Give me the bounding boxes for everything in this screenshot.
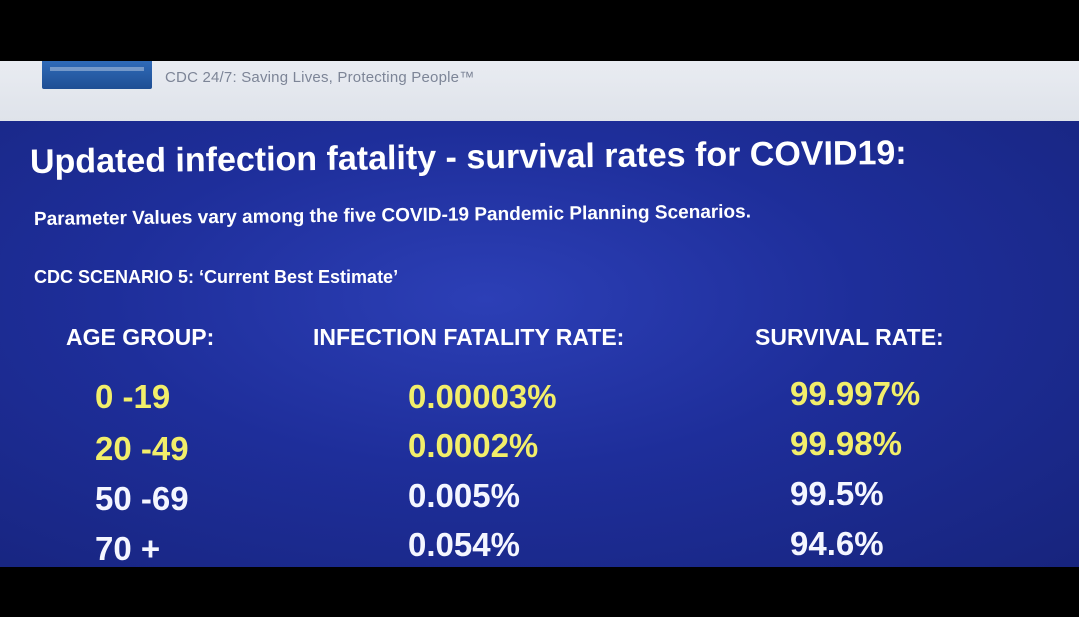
scenario-label: CDC SCENARIO 5: ‘Current Best Estimate’ xyxy=(34,267,399,287)
row-survival-0-19: 99.997% xyxy=(790,375,921,412)
row-survival-20-49: 99.98% xyxy=(790,425,902,462)
cdc-logo xyxy=(42,61,152,89)
cdc-tagline: CDC 24/7: Saving Lives, Protecting Peopl… xyxy=(165,69,475,86)
row-age-50-69: 50 -69 xyxy=(95,480,189,517)
row-ifr-0-19: 0.00003% xyxy=(408,378,557,415)
slide: Updated infection fatality - survival ra… xyxy=(0,121,1079,567)
row-survival-50-69: 99.5% xyxy=(790,475,884,512)
header-infection-fatality-rate: INFECTION FATALITY RATE: xyxy=(313,324,625,350)
row-age-70-plus: 70 + xyxy=(95,530,161,567)
slide-subtitle: Parameter Values vary among the five COV… xyxy=(33,201,752,230)
row-age-0-19: 0 -19 xyxy=(95,378,171,415)
row-ifr-70-plus: 0.054% xyxy=(408,526,520,563)
row-age-20-49: 20 -49 xyxy=(95,430,189,467)
screen: CDC 24/7: Saving Lives, Protecting Peopl… xyxy=(0,61,1079,567)
header-age-group: AGE GROUP: xyxy=(66,324,215,350)
row-survival-70-plus: 94.6% xyxy=(790,525,884,562)
cdc-header-bar: CDC 24/7: Saving Lives, Protecting Peopl… xyxy=(0,61,1079,121)
row-ifr-20-49: 0.0002% xyxy=(408,427,539,464)
slide-title: Updated infection fatality - survival ra… xyxy=(29,133,907,181)
header-survival-rate: SURVIVAL RATE: xyxy=(755,324,944,350)
row-ifr-50-69: 0.005% xyxy=(408,477,520,514)
